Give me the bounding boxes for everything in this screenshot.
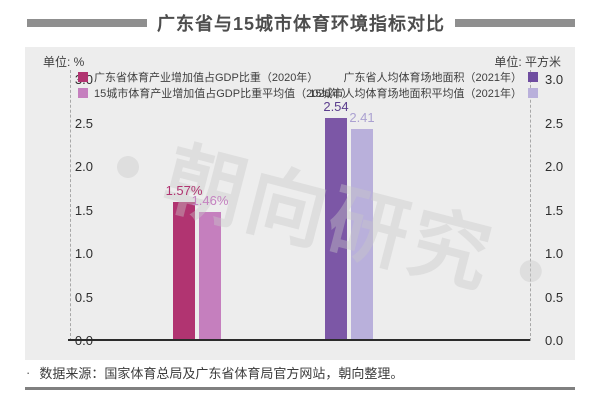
legend-left: 广东省体育产业增加值占GDP比重（2020年） 15城市体育产业增加值占GDP比重… [78, 70, 353, 100]
y-tick-label: 1.5 [545, 202, 564, 218]
legend-item: 广东省人均体育场地面积（2021年） [343, 70, 538, 84]
y-tick-label: 3.0 [545, 72, 564, 87]
unit-label-right: 单位: 平方米 [494, 55, 561, 69]
x-axis-baseline [68, 339, 530, 341]
chart-panel: 单位: % 单位: 平方米 广东省体育产业增加值占GDP比重（2020年） 15城… [25, 47, 575, 360]
legend-label: 广东省人均体育场地面积（2021年） [343, 71, 522, 84]
data-source: · 数据来源：国家体育总局及广东省体育局官方网站，朝向整理。 [26, 363, 403, 382]
legend-item: 15城市人均体育场地面积平均值（2021年） [309, 86, 538, 100]
legend-item: 广东省体育产业增加值占GDP比重（2020年） [78, 70, 319, 84]
bar-rect [351, 129, 373, 339]
bar-value-label: 1.46% [191, 192, 229, 208]
bar: 1.57% [166, 183, 202, 339]
legend-right: 广东省人均体育场地面积（2021年） 15城市人均体育场地面积平均值（2021年） [309, 70, 538, 100]
legend-item: 15城市体育产业增加值占GDP比重平均值（2020年） [78, 86, 353, 100]
title-rule-right [455, 19, 575, 27]
y-tick-label: 1.0 [545, 246, 564, 261]
y-axis-line-right [530, 70, 531, 341]
legend-label: 广东省体育产业增加值占GDP比重（2020年） [94, 71, 319, 84]
bar: 2.41 [349, 110, 375, 339]
page-title: 广东省与15城市体育环境指标对比 [156, 14, 446, 34]
y-axis-labels-right: 3.0 2.5 2.0 1.5 1.0 0.5 0.0 [545, 47, 575, 360]
bar-rect [199, 211, 221, 339]
y-axis-labels-left: 3.02.52.01.51.00.50.0 [33, 47, 93, 360]
y-tick-label: 2.5 [545, 115, 564, 131]
legend-swatch-icon [78, 87, 88, 98]
bar-group-gdp-share: 1.57% 1.46% [166, 183, 228, 339]
bar-value-label: 1.57% [165, 183, 203, 199]
y-axis-line-left [70, 70, 71, 341]
bar-rect [173, 202, 195, 339]
source-bullet: · [26, 365, 31, 380]
bottom-rule [25, 387, 575, 390]
y-tick-label: 2.5 [74, 115, 93, 131]
bar-value-label: 2.41 [349, 110, 375, 126]
source-text: 数据来源：国家体育总局及广东省体育局官方网站，朝向整理。 [39, 366, 404, 381]
bar-rect [325, 118, 347, 339]
y-tick-label: 2.0 [74, 159, 93, 174]
unit-label-left: 单位: % [43, 55, 85, 69]
legend-label: 15城市人均体育场地面积平均值（2021年） [309, 87, 522, 100]
legend-swatch-icon [528, 87, 538, 98]
bar: 2.54 [323, 99, 349, 339]
legend-swatch-icon [78, 71, 88, 82]
legend-label: 15城市体育产业增加值占GDP比重平均值（2020年） [94, 87, 353, 100]
legend-swatch-icon [528, 71, 538, 82]
y-tick-label: 2.0 [545, 159, 564, 174]
y-tick-label: 0.5 [545, 289, 564, 305]
bar-group-per-capita-area: 2.54 2.41 [323, 99, 375, 339]
y-tick-label: 1.5 [74, 202, 93, 218]
y-tick-label: 0.5 [74, 289, 93, 305]
plot-area: 1.57% 1.46% 2.54 2.41 [68, 80, 530, 341]
y-tick-label: 1.0 [74, 246, 93, 261]
title-rule-left [27, 19, 147, 27]
bar: 1.46% [192, 193, 228, 339]
y-tick-label: 0.0 [545, 333, 564, 348]
chart-header: 广东省与15城市体育环境指标对比 [27, 10, 575, 36]
bar-value-label: 2.54 [323, 99, 349, 115]
